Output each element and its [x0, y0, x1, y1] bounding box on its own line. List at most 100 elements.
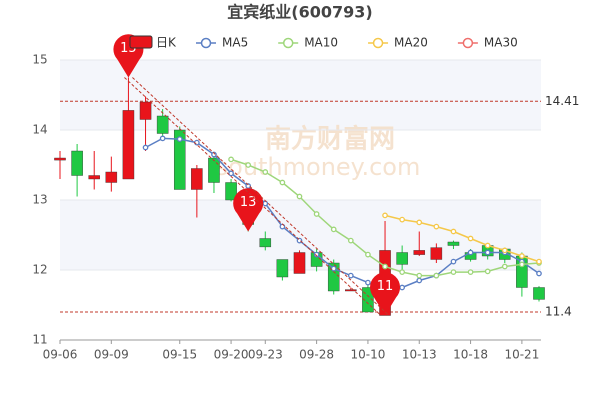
- ma-point: [416, 272, 423, 279]
- candle-body: [362, 287, 374, 313]
- pin-label: 11: [377, 279, 394, 294]
- ma-point: [330, 226, 337, 233]
- candle-body: [88, 175, 100, 180]
- ma-point: [450, 228, 457, 235]
- pin: [370, 272, 401, 316]
- candle-body: [122, 110, 135, 180]
- x-tick-label: 10-18: [453, 348, 488, 362]
- ma-point: [211, 151, 217, 158]
- candle-body: [293, 252, 306, 274]
- ma-point: [330, 265, 337, 272]
- ma-point: [262, 169, 269, 175]
- x-tick-label: 09-23: [248, 348, 283, 362]
- ma-point: [399, 284, 405, 291]
- ma-point: [279, 179, 286, 186]
- legend-label: MA20: [394, 36, 428, 50]
- reference-label: 11.4: [545, 305, 572, 319]
- ma-point: [484, 268, 491, 275]
- candle-body: [71, 150, 83, 176]
- pin: [233, 188, 264, 232]
- ma-point: [501, 263, 508, 270]
- candle-body: [413, 250, 426, 255]
- candle-body: [54, 157, 66, 161]
- ma-point: [536, 270, 542, 277]
- legend-swatch: [462, 37, 474, 49]
- x-tick-label: 10-13: [402, 348, 437, 362]
- ma-point: [467, 249, 474, 256]
- ma-point: [467, 269, 474, 275]
- ma-point: [159, 135, 166, 142]
- ma-point: [176, 136, 183, 142]
- ma-point: [347, 272, 354, 279]
- ma-line: [384, 214, 540, 263]
- candle-body: [259, 238, 272, 248]
- ma-point: [416, 277, 423, 284]
- candle-body: [191, 168, 203, 190]
- ma-point: [382, 212, 388, 219]
- watermark: 南方财富网: [265, 124, 395, 155]
- y-tick-label: 12: [32, 263, 47, 277]
- ma-point: [501, 247, 508, 254]
- candle-body: [156, 115, 169, 134]
- x-tick-label: 09-09: [94, 348, 129, 362]
- ma-point: [433, 223, 440, 230]
- ma-point: [416, 219, 423, 226]
- candle-body: [327, 262, 340, 292]
- legend-label: MA10: [304, 36, 338, 50]
- x-tick-label: 09-20: [214, 348, 249, 362]
- candle-body: [105, 171, 118, 183]
- candle-body: [345, 289, 357, 292]
- ma-point: [228, 156, 234, 163]
- legend-label: MA30: [484, 36, 518, 50]
- legend-label: 日K: [156, 36, 177, 50]
- ma-point: [142, 144, 149, 151]
- x-tick-label: 10-10: [350, 348, 385, 362]
- legend-swatch: [282, 37, 294, 49]
- chart-title: 宜宾纸业(600793): [227, 3, 372, 22]
- legend-swatch: [129, 35, 153, 49]
- ma-point: [245, 183, 252, 189]
- reference-label: 14.41: [545, 94, 579, 108]
- legend-label: MA5: [222, 36, 248, 50]
- legend-swatch: [200, 37, 212, 49]
- ma-point: [467, 235, 474, 242]
- ma-point: [347, 237, 354, 244]
- candle-body: [139, 101, 152, 120]
- x-tick-label: 09-28: [299, 348, 334, 362]
- ma-point: [228, 170, 234, 177]
- legend-swatch: [372, 37, 384, 49]
- ma-point: [536, 258, 542, 265]
- candle-body: [396, 252, 408, 265]
- ma-point: [365, 251, 371, 258]
- candle-body: [173, 129, 186, 190]
- x-tick-label: 09-15: [162, 348, 197, 362]
- x-tick-label: 09-06: [43, 348, 78, 362]
- candle-body: [430, 247, 443, 260]
- candle-body: [447, 241, 460, 246]
- ma-point: [313, 251, 320, 258]
- ma-point: [365, 279, 371, 286]
- trend-line: [124, 77, 382, 316]
- ma-point: [519, 253, 525, 259]
- y-tick-label: 13: [32, 193, 47, 207]
- ma-point: [399, 216, 405, 223]
- y-tick-label: 15: [32, 53, 47, 67]
- ma-point: [245, 162, 252, 168]
- candle-body: [225, 182, 237, 201]
- y-tick-label: 11: [32, 333, 47, 347]
- y-tick-label: 14: [32, 123, 47, 137]
- ma-point: [484, 249, 491, 256]
- candle-body: [208, 157, 220, 183]
- ma-point: [450, 269, 457, 275]
- ma-point: [450, 258, 457, 265]
- ma-point: [484, 242, 491, 249]
- trend-line: [132, 77, 390, 316]
- x-tick-label: 10-21: [504, 348, 539, 362]
- ma-point: [399, 269, 405, 275]
- ma-point: [296, 193, 303, 200]
- pin-label: 13: [240, 195, 257, 210]
- ma-point: [313, 211, 320, 217]
- ma-point: [519, 261, 525, 268]
- ma-point: [262, 200, 269, 207]
